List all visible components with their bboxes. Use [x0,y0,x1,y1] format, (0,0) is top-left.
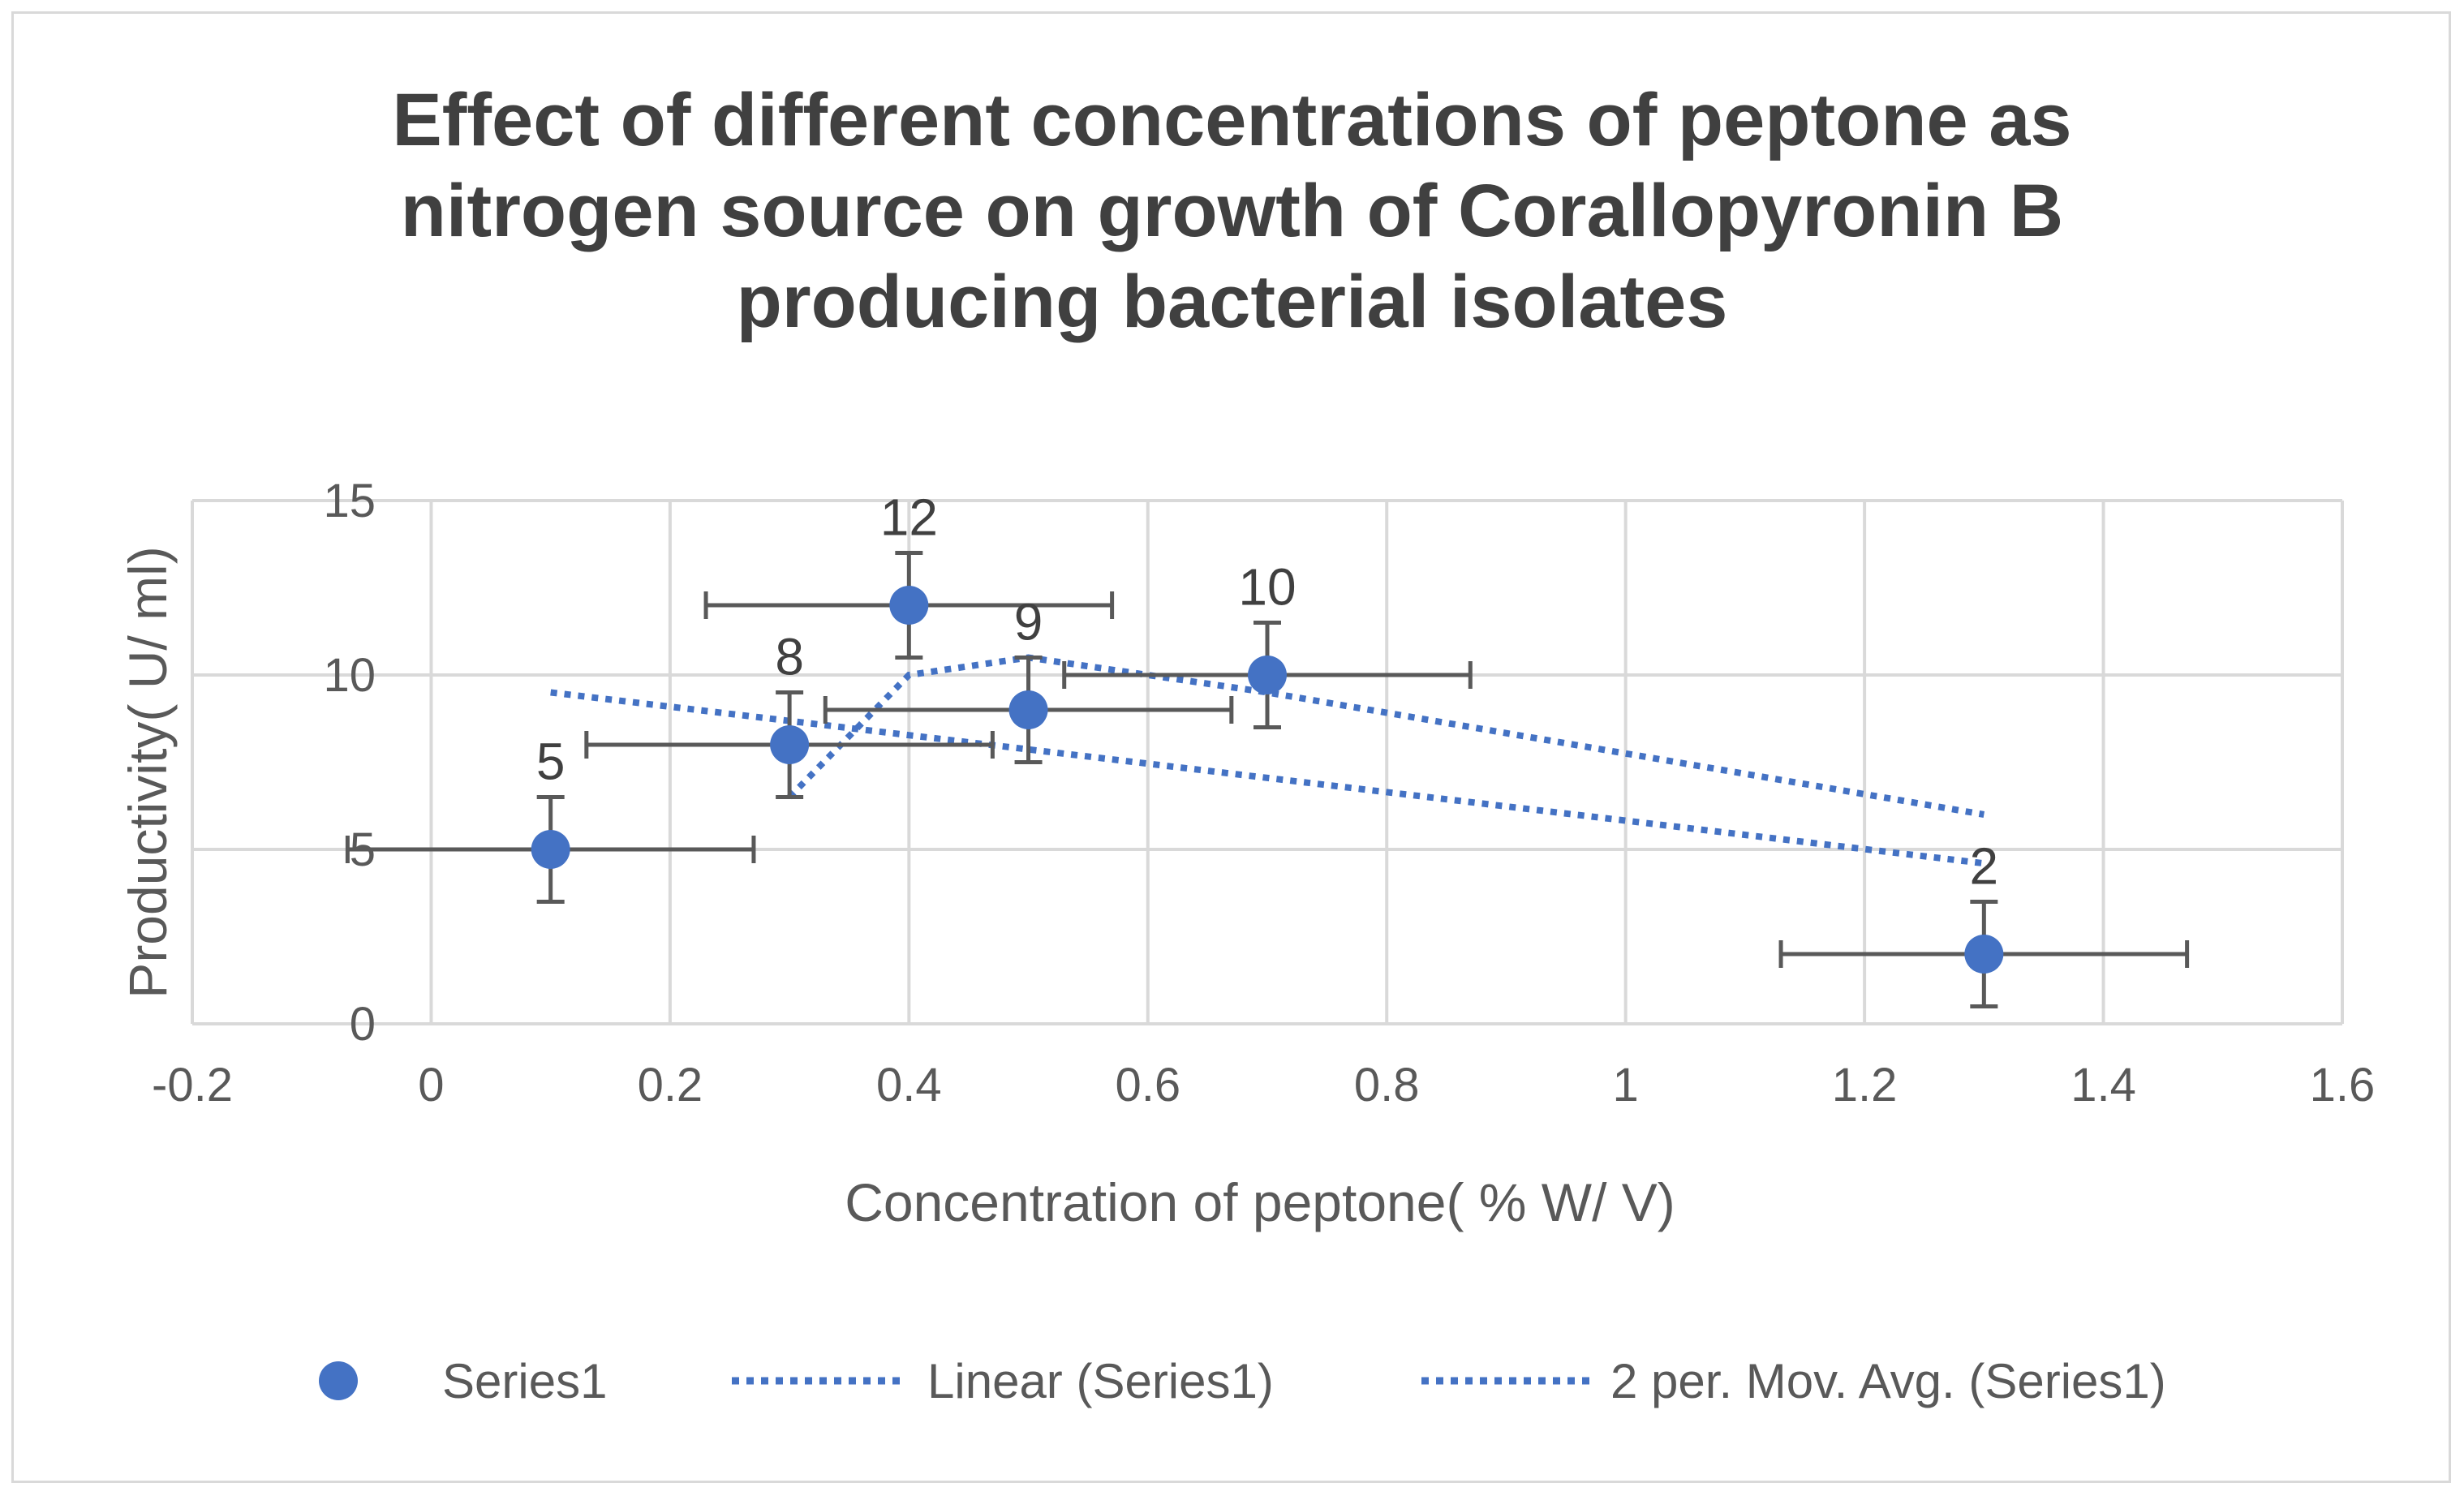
legend: Series1 Linear (Series1) 2 per. Mov. Avg… [319,1354,2166,1408]
legend-label-series1: Series1 [442,1354,607,1408]
y-tick-label: 0 [350,998,376,1051]
data-point [1248,656,1287,694]
chart-title-line-2: nitrogen source on growth of Corallopyro… [400,170,2064,252]
y-tick-label: 15 [323,475,376,527]
x-tick-label: 1.4 [2071,1059,2136,1111]
x-tick-label: 1 [1613,1059,1639,1111]
legend-label-moving-average: 2 per. Mov. Avg. (Series1) [1610,1354,2166,1408]
data-point-layer [531,586,2004,974]
chart-frame [11,11,2451,1483]
y-axis-title: Productivity( U/ ml) [118,546,178,998]
data-label: 2 [1970,837,1999,896]
data-label: 9 [1014,593,1043,651]
legend-marker-series1 [319,1361,358,1400]
data-label: 8 [775,628,804,686]
data-label: 12 [880,488,938,547]
data-label: 5 [536,733,565,791]
x-tick-label: 0.6 [1115,1059,1180,1111]
x-axis-title: Concentration of peptone( % W/ V) [845,1172,1675,1232]
x-tick-label: 0.2 [638,1059,703,1111]
x-tick-label: 1.2 [1832,1059,1898,1111]
data-point [531,830,570,869]
x-tick-label: 0.4 [876,1059,942,1111]
data-point [770,725,810,764]
x-tick-label: 0 [418,1059,444,1111]
chart-title-line-1: Effect of different concentrations of pe… [392,79,2072,161]
y-tick-label: 10 [323,649,376,702]
tick-label-layer: -0.2 0 0.2 0.4 0.6 0.8 1 1.2 1.4 1.6 0 5 10 15 [152,475,2375,1111]
chart-title-line-3: producing bacterial isolates [736,260,1728,343]
x-tick-label: 1.6 [2310,1059,2376,1111]
data-label-layer: 5 8 12 9 10 2 [536,488,1998,896]
chart-title: Effect of different concentrations of pe… [0,75,2464,347]
data-point [1964,935,2004,974]
data-label: 10 [1238,558,1296,617]
data-point [889,586,929,625]
x-tick-label: 0.8 [1354,1059,1420,1111]
legend-label-linear: Linear (Series1) [927,1354,1274,1408]
data-point [1008,690,1048,729]
x-tick-label: -0.2 [152,1059,233,1111]
